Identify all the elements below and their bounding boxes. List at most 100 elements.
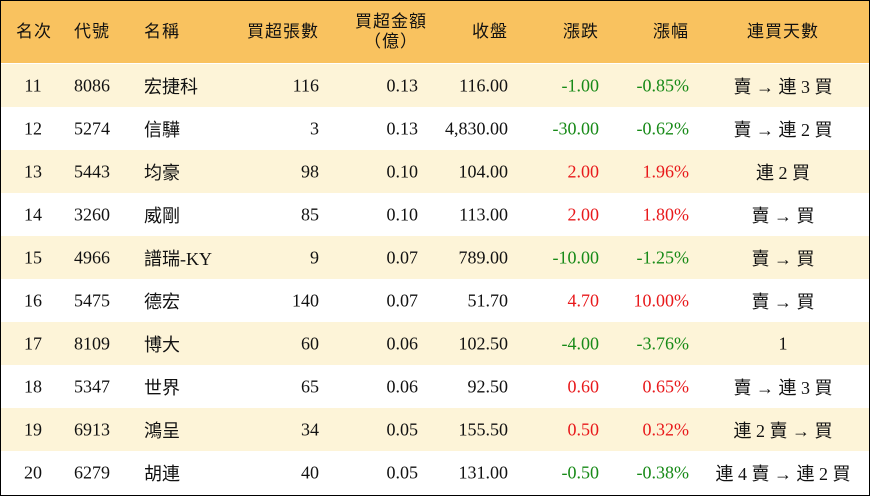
table-row: 13 5443 均豪 98 0.10 104.00 2.00 1.96% 連 2 買: [1, 150, 869, 193]
table-cell: 92.50: [467, 376, 509, 397]
table-cell: 信驊: [144, 120, 180, 140]
table-cell: 世界: [144, 378, 180, 398]
table-cell: 102.50: [458, 333, 509, 354]
table-cell: 2.00: [567, 161, 600, 182]
table-cell: 0.07: [386, 247, 419, 268]
header-cell: 名稱: [144, 22, 180, 41]
table-cell: 65: [301, 376, 319, 397]
table-cell: 0.05: [386, 462, 419, 483]
table-cell: 0.06: [386, 376, 419, 397]
table-cell: 賣 → 連 2 買: [733, 120, 833, 140]
table-cell: 0.10: [386, 161, 419, 182]
table-cell: 13: [24, 161, 42, 182]
table-cell: 連 2 買: [756, 163, 810, 183]
table-cell: -4.00: [561, 333, 600, 354]
table-cell: 連 2 賣 → 買: [733, 421, 833, 441]
table-cell: 116: [292, 75, 319, 96]
header-cell: 買超張數: [247, 22, 319, 41]
table-cell: 賣 → 連 3 買: [733, 378, 833, 398]
table-cell: 胡連: [144, 464, 180, 484]
header-cell: 漲跌: [563, 22, 599, 41]
table-cell: -0.38%: [636, 462, 690, 483]
table-row: 15 4966 譜瑞-KY 9 0.07 789.00 -10.00 -1.25% 賣 → 買: [1, 236, 869, 279]
table-cell: 0.05: [386, 419, 419, 440]
table-cell: 0.32%: [642, 419, 690, 440]
table-cell: 9: [310, 247, 319, 268]
table-cell: -0.50: [561, 462, 600, 483]
table-cell: 34: [301, 419, 319, 440]
table-row: 19 6913 鴻呈 34 0.05 155.50 0.50 0.32% 連 2 賣 → 買: [1, 408, 869, 451]
table-cell: 宏捷科: [144, 77, 198, 97]
table-cell: 3: [310, 118, 319, 139]
table-cell: 8086: [74, 75, 110, 96]
table-cell: 1: [778, 333, 788, 354]
table-cell: 0.60: [567, 376, 600, 397]
table-cell: 0.13: [386, 118, 419, 139]
table-cell: 140: [292, 290, 319, 311]
table-row: 14 3260 威剛 85 0.10 113.00 2.00 1.80% 賣 → 買: [1, 193, 869, 236]
table-cell: 5347: [74, 376, 110, 397]
table-row: 12 5274 信驊 3 0.13 4,830.00 -30.00 -0.62% 賣 → 連 2…: [1, 107, 869, 150]
table-cell: 6279: [74, 462, 110, 483]
table-cell: 20: [24, 462, 42, 483]
table-cell: 104.00: [458, 161, 509, 182]
table-cell: 5274: [74, 118, 110, 139]
table-cell: 98: [301, 161, 319, 182]
table-cell: -1.25%: [636, 247, 690, 268]
table-cell: 60: [301, 333, 319, 354]
header-cell: 漲幅: [653, 22, 689, 41]
table-cell: 11: [24, 75, 42, 96]
table-cell: 40: [301, 462, 319, 483]
header-line: （億）: [364, 32, 418, 51]
table-cell: -10.00: [552, 247, 600, 268]
table-cell: 12: [24, 118, 42, 139]
table-cell: 均豪: [144, 163, 180, 183]
header-cell: 代號: [74, 22, 110, 41]
table-cell: 德宏: [144, 292, 180, 312]
table-cell: 連 4 賣 → 連 2 買: [715, 464, 851, 484]
table-cell: 3260: [74, 204, 110, 225]
table-row: 18 5347 世界 65 0.06 92.50 0.60 0.65% 賣 → 連 3 買: [1, 365, 869, 408]
table-cell: 14: [24, 204, 42, 225]
table-cell: 博大: [144, 335, 180, 355]
table-cell: 17: [24, 333, 42, 354]
header-row: 名次 代號 名稱 買超張數 買超金額 （億） 收盤 漲跌 漲幅 連買天數: [1, 1, 869, 63]
table-cell: 789.00: [458, 247, 509, 268]
table-cell: 0.06: [386, 333, 419, 354]
table-cell: -0.62%: [636, 118, 690, 139]
table-cell: -1.00: [561, 75, 600, 96]
table-cell: 10.00%: [633, 290, 690, 311]
table-cell: 155.50: [458, 419, 509, 440]
table-cell: 131.00: [458, 462, 509, 483]
header-cell: 連買天數: [747, 22, 819, 41]
table-cell: 賣 → 買: [751, 206, 815, 226]
table-cell: 1.96%: [642, 161, 690, 182]
table-row: 11 8086 宏捷科 116 0.13 116.00 -1.00 -0.85% 賣 → 連 3…: [1, 64, 869, 107]
table-cell: -30.00: [552, 118, 600, 139]
table-cell: 85: [301, 204, 319, 225]
table-cell: 2.00: [567, 204, 600, 225]
table-cell: 5475: [74, 290, 110, 311]
table-cell: 0.50: [567, 419, 600, 440]
table-cell: 0.13: [386, 75, 419, 96]
table-cell: 6913: [74, 419, 110, 440]
table-cell: 4,830.00: [445, 118, 508, 139]
table-cell: 4966: [74, 247, 110, 268]
table-cell: 51.70: [467, 290, 509, 311]
table-cell: 4.70: [567, 290, 600, 311]
table-cell: 5443: [74, 161, 110, 182]
table-cell: -3.76%: [636, 333, 690, 354]
table-cell: 116.00: [459, 75, 508, 96]
table-cell: 賣 → 連 3 買: [733, 77, 833, 97]
table-cell: 19: [24, 419, 42, 440]
table-cell: 15: [24, 247, 42, 268]
header-cell: 買超金額 （億）: [355, 12, 427, 52]
header-cell: 收盤: [472, 22, 508, 41]
table-row: 17 8109 博大 60 0.06 102.50 -4.00 -3.76% 1: [1, 322, 869, 365]
table-cell: 18: [24, 376, 42, 397]
table-cell: -0.85%: [636, 75, 690, 96]
table-cell: 鴻呈: [144, 421, 180, 441]
table-cell: 威剛: [144, 206, 180, 226]
table-row: 16 5475 德宏 140 0.07 51.70 4.70 10.00% 賣 → 買: [1, 279, 869, 322]
table-cell: 0.07: [386, 290, 419, 311]
